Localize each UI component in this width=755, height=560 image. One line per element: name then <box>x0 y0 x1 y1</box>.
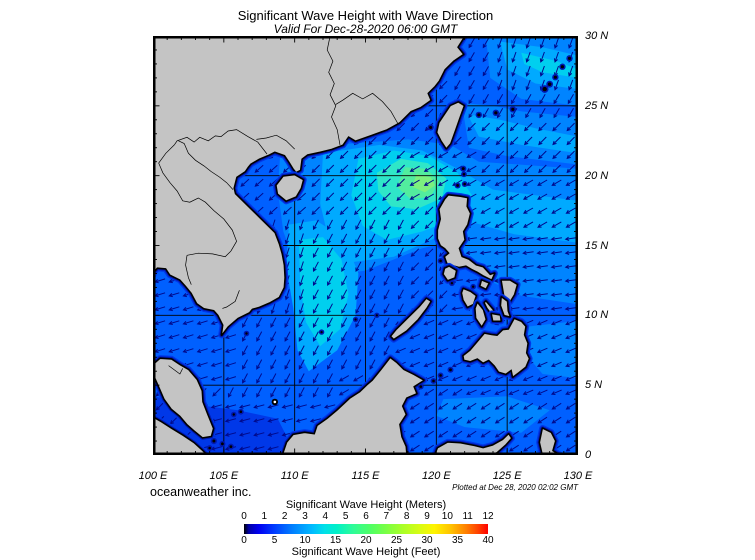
feet-tick: 0 <box>241 535 247 546</box>
feet-tick: 40 <box>482 535 494 546</box>
lat-label: 15 N <box>585 239 609 252</box>
valid-time-subtitle: Valid For Dec-28-2020 06:00 GMT <box>273 22 458 36</box>
lat-label: 20 N <box>585 169 609 182</box>
meters-tick: 12 <box>482 511 494 522</box>
meters-tick: 11 <box>462 511 473 522</box>
meters-tick: 1 <box>261 511 268 522</box>
wave-map-canvas <box>149 32 578 459</box>
legend-meters-ticks: 0 1 2 3 4 5 6 7 8 9 10 11 12 <box>241 511 493 522</box>
lat-label: 5 N <box>585 379 603 392</box>
lon-label: 130 E <box>563 470 593 482</box>
feet-tick: 5 <box>271 535 278 546</box>
lon-label: 105 E <box>209 470 239 482</box>
credit-text: oceanweather inc. <box>150 485 252 499</box>
meters-tick: 2 <box>281 511 288 522</box>
meters-tick: 7 <box>383 511 390 522</box>
longitude-axis: 100 E 105 E 110 E 115 E 120 E 125 E 130 E <box>0 470 755 483</box>
lon-label: 125 E <box>492 470 522 482</box>
legend-feet-ticks: 0 5 10 15 20 25 30 35 40 <box>241 535 493 546</box>
meters-tick: 3 <box>302 511 308 522</box>
meters-tick: 0 <box>241 511 247 522</box>
meters-tick: 8 <box>403 511 410 522</box>
meters-tick: 4 <box>322 511 329 522</box>
meters-tick: 9 <box>424 511 430 522</box>
feet-tick: 10 <box>299 535 311 546</box>
lon-label: 120 E <box>421 470 451 482</box>
lon-label: 100 E <box>138 470 168 482</box>
meters-tick: 5 <box>342 511 349 522</box>
feet-tick: 25 <box>390 535 403 546</box>
meters-tick: 10 <box>441 511 453 522</box>
feet-tick: 20 <box>360 535 372 546</box>
lat-label: 10 N <box>585 309 609 322</box>
lon-label: 115 E <box>351 470 380 482</box>
latitude-axis: 30 N 25 N 20 N 15 N 10 N 5 N 0 <box>585 0 635 560</box>
lat-label: 30 N <box>585 30 609 42</box>
lat-label: 25 N <box>585 99 609 112</box>
legend-meters-label: Significant Wave Height (Meters) <box>285 499 447 511</box>
wave-map <box>149 32 578 459</box>
feet-tick: 15 <box>329 535 342 546</box>
feet-tick: 30 <box>421 535 433 546</box>
feet-tick: 35 <box>451 535 464 546</box>
meters-tick: 6 <box>363 511 369 522</box>
wave-height-colorbar <box>244 524 488 534</box>
lon-label: 110 E <box>280 470 309 482</box>
plotted-timestamp: Plotted at Dec 28, 2020 02:02 GMT <box>452 483 578 492</box>
lat-label: 0 <box>585 449 592 461</box>
legend-feet-label: Significant Wave Height (Feet) <box>291 546 441 558</box>
page-title: Significant Wave Height with Wave Direct… <box>237 8 494 23</box>
